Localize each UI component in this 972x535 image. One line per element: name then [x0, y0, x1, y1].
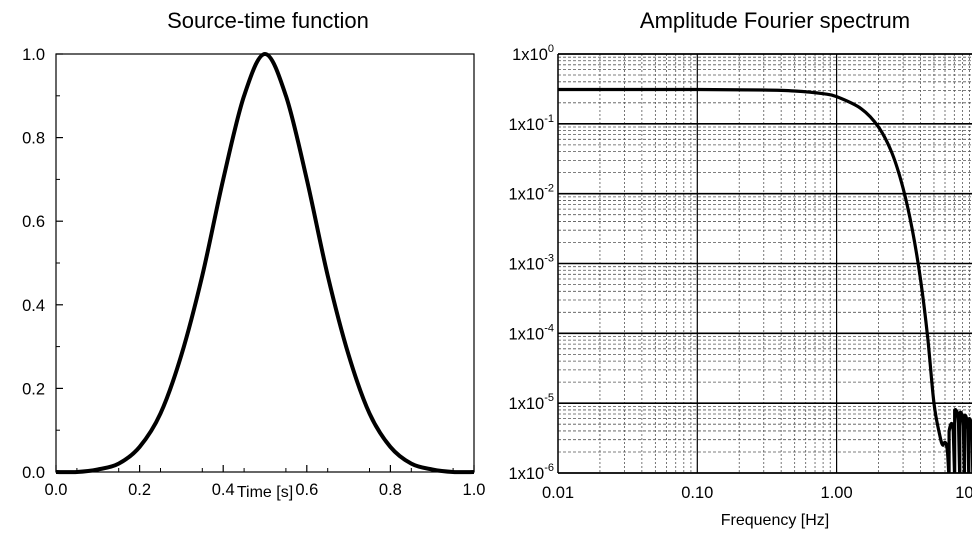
spectrum-chart: Amplitude Fourier spectrum 0.01 0.10 1.00 1…: [508, 8, 972, 529]
y-tick-base: 1x10: [508, 395, 544, 413]
time-x-tick-label: 0.4: [212, 481, 235, 499]
y-tick-exponent: -4: [544, 322, 554, 334]
spectrum-y-tick-label: 1x10-5: [508, 392, 554, 413]
y-tick-base: 1x10: [508, 256, 544, 274]
y-tick-base: 1x10: [508, 186, 544, 204]
spectrum-y-tick-label: 1x10-4: [508, 322, 554, 343]
spectrum-y-tick-label: 1x10-6: [508, 462, 554, 483]
y-tick-exponent: -3: [544, 253, 554, 265]
spectrum-y-tick-label: 1x10-2: [508, 183, 554, 204]
y-tick-exponent: -5: [544, 392, 554, 404]
time-chart-tick-labels: 0.0 0.2 0.4 0.6 0.8 1.0 0.0 0.2 0.4 0.6 0.8 1.0: [22, 46, 485, 499]
spectrum-x-tick-label: 10.00: [955, 484, 972, 502]
spectrum-x-tick-label: 0.01: [542, 484, 574, 502]
y-tick-exponent: -1: [544, 113, 554, 125]
time-x-tick-label: 1.0: [463, 481, 486, 499]
y-tick-exponent: -2: [544, 183, 554, 195]
spectrum-y-tick-label: 1x10-3: [508, 253, 554, 274]
time-x-tick-label: 0.6: [295, 481, 318, 499]
time-y-tick-label: 0.6: [22, 213, 45, 231]
time-chart-ticks: [55, 53, 475, 473]
time-x-tick-label: 0.8: [379, 481, 402, 499]
time-chart-frame: [55, 53, 475, 473]
time-x-tick-label: 0.0: [45, 481, 68, 499]
y-tick-base: 1x10: [508, 325, 544, 343]
spectrum-y-tick-label: 1x100: [512, 43, 554, 64]
time-chart: Source-time function 0.0 0.2 0.4 0.6 0.8 1.00…: [22, 8, 485, 501]
y-tick-exponent: -6: [544, 462, 554, 474]
time-y-tick-label: 1.0: [22, 46, 45, 64]
time-y-tick-label: 0.4: [22, 297, 45, 315]
spectrum-x-axis-label: Frequency [Hz]: [721, 512, 829, 529]
spectrum-grid: [557, 53, 972, 474]
time-x-tick-label: 0.2: [128, 481, 151, 499]
time-y-tick-label: 0.0: [22, 464, 45, 482]
y-tick-base: 1x10: [508, 465, 544, 483]
spectrum-chart-title: Amplitude Fourier spectrum: [640, 8, 910, 33]
time-y-tick-label: 0.2: [22, 380, 45, 398]
time-series-line: [55, 52, 475, 475]
y-tick-exponent: 0: [548, 43, 554, 55]
spectrum-x-tick-label: 0.10: [681, 484, 713, 502]
y-tick-base: 1x10: [508, 116, 544, 134]
time-x-axis-label: Time [s]: [237, 484, 293, 501]
spectrum-tick-labels: 0.010.101.0010.001x1001x10-11x10-21x10-3…: [508, 43, 972, 502]
spectrum-y-tick-label: 1x10-1: [508, 113, 554, 134]
spectrum-series-line: [558, 87, 972, 473]
y-tick-base: 1x10: [512, 46, 548, 64]
time-chart-title: Source-time function: [167, 8, 369, 33]
time-y-tick-label: 0.8: [22, 130, 45, 148]
spectrum-x-tick-label: 1.00: [821, 484, 853, 502]
